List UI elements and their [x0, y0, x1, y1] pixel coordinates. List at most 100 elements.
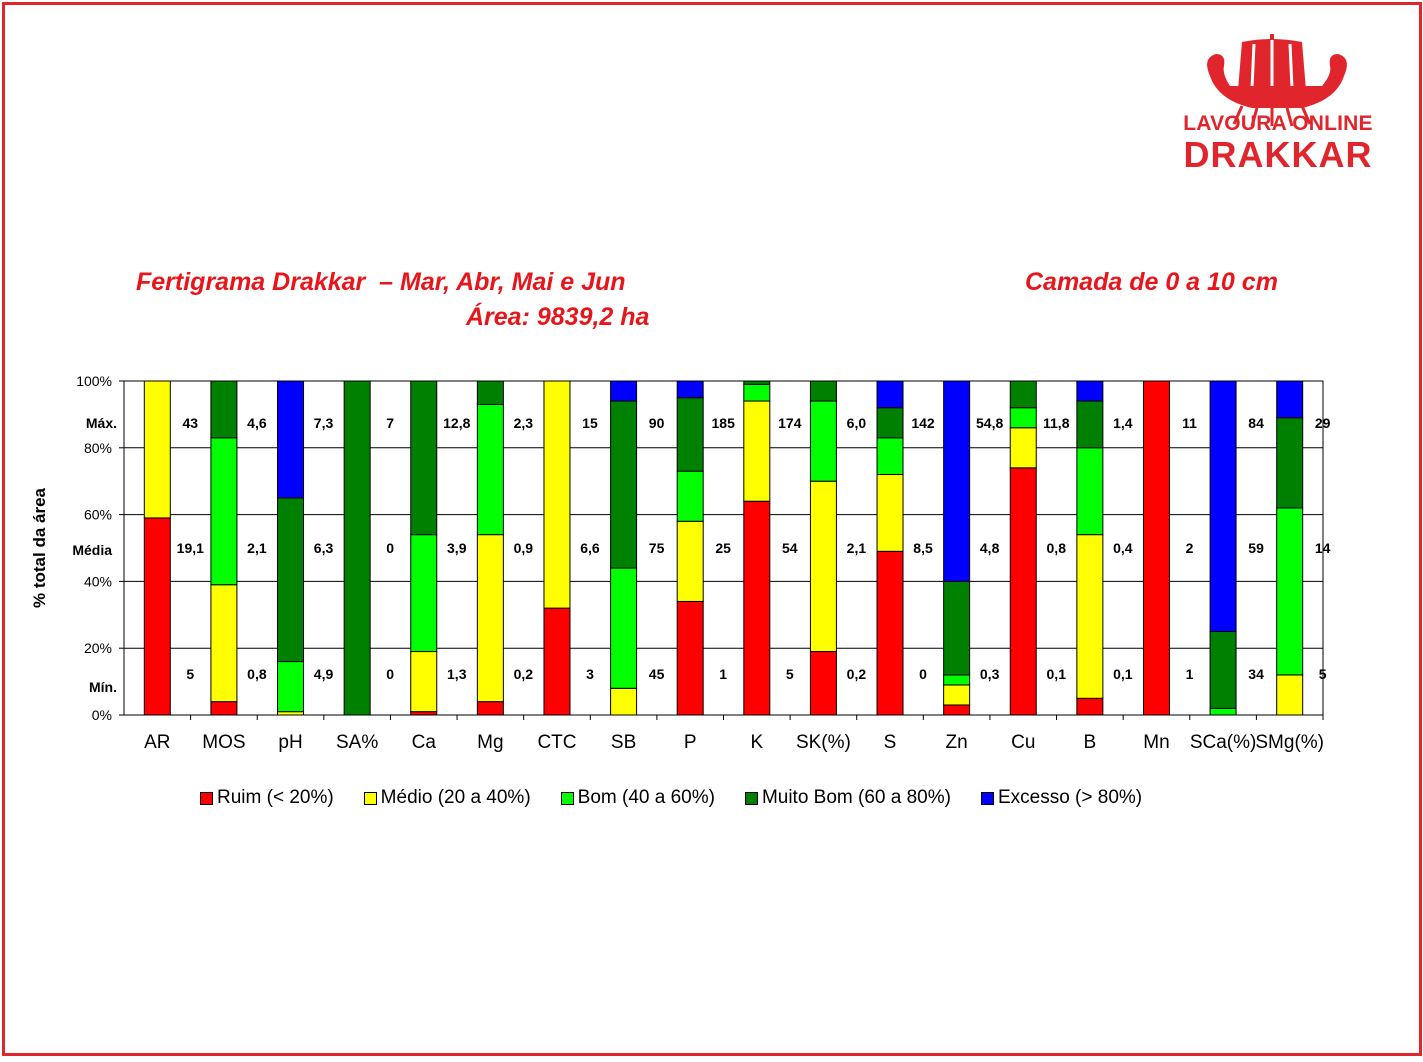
bar-segment-p-2 [676, 470, 704, 522]
bar-segment-mos-3 [210, 380, 238, 439]
min-value-label: 0,1 [1113, 666, 1133, 682]
mean-value-label: 59 [1248, 540, 1264, 556]
bar-segment-b-1 [1076, 534, 1104, 699]
max-value-label: 185 [712, 415, 736, 431]
legend-label: Médio (20 a 40%) [380, 787, 531, 808]
bar-segment-cu-1 [1009, 427, 1037, 469]
x-tick-label: S [884, 732, 897, 753]
bar-segment-sb-2 [610, 567, 638, 689]
mean-value-label: 2,1 [247, 540, 267, 556]
max-value-label: 142 [911, 415, 935, 431]
x-tick-label: SA% [336, 732, 378, 753]
mean-value-label: 3,9 [447, 540, 467, 556]
logo-text-line2: DRAKKAR [1183, 134, 1373, 175]
mean-value-label: 2,1 [847, 540, 867, 556]
mean-value-label: 0,9 [514, 540, 534, 556]
min-value-label: 4,9 [314, 666, 334, 682]
mean-value-label: 4,8 [980, 540, 1000, 556]
x-tick-label: SCa(%) [1190, 732, 1257, 753]
logo-text-line1: LAVOURA ONLINE [1183, 112, 1373, 135]
bar-segment-s-0 [876, 550, 904, 716]
mean-value-label: 0,8 [1047, 540, 1067, 556]
bar-segment-smg-3 [1276, 417, 1304, 509]
max-value-label: 11,8 [1043, 415, 1070, 431]
min-value-label: 0,2 [514, 666, 534, 682]
bar-segment-ca-2 [410, 534, 438, 653]
min-value-label: 1,3 [447, 666, 467, 682]
mean-value-label: 2 [1186, 540, 1194, 556]
bar-segment-sk-3 [809, 380, 837, 402]
bar-segment-sb-3 [610, 400, 638, 569]
max-value-label: 12,8 [443, 415, 470, 431]
bar-segment-ctc-1 [543, 380, 571, 609]
min-value-label: 3 [586, 666, 594, 682]
max-value-label: 174 [778, 415, 802, 431]
bar-segment-sa-3 [343, 380, 371, 716]
bar-segment-b-3 [1076, 400, 1104, 449]
min-value-label: 5 [186, 666, 194, 682]
bar-segment-mg-0 [476, 701, 504, 716]
bar-segment-p-3 [676, 397, 704, 472]
chart-title: Fertigrama Drakkar – Mar, Abr, Mai e Jun [136, 268, 626, 296]
bar-segment-ca-3 [410, 380, 438, 536]
bar-segment-cu-3 [1009, 380, 1037, 409]
row-label-mean: Média [72, 542, 112, 558]
x-tick-label: Zn [946, 732, 968, 753]
bar-segment-ph-4 [277, 380, 305, 499]
legend-label: Muito Bom (60 a 80%) [761, 787, 951, 808]
x-tick-label: Ca [412, 732, 437, 753]
x-tick-label: Mn [1143, 732, 1169, 753]
bar-segment-b-0 [1076, 697, 1104, 716]
bar-segment-k-3 [743, 380, 771, 385]
bar-segment-sb-4 [610, 380, 638, 402]
bar-segment-b-4 [1076, 380, 1104, 402]
min-value-label: 0,3 [980, 666, 1000, 682]
bar-segment-zn-1 [943, 684, 971, 706]
bar-segment-zn-0 [943, 704, 971, 716]
legend-item: Muito Bom (60 a 80%) [744, 787, 951, 809]
mean-value-label: 6,3 [314, 540, 334, 556]
x-tick-label: MOS [202, 732, 245, 753]
bar-segment-smg-1 [1276, 674, 1304, 716]
max-value-label: 90 [649, 415, 665, 431]
bar-segment-sk-0 [809, 651, 837, 716]
bar-segment-sb-1 [610, 687, 638, 716]
x-tick-label: Mg [477, 732, 503, 753]
y-axis-title: % total da área [30, 487, 49, 608]
bar-segment-sk-2 [809, 400, 837, 482]
chart-subtitle-area: Área: 9839,2 ha [466, 303, 650, 331]
bar-segment-k-0 [743, 500, 771, 716]
bar-segment-mg-2 [476, 403, 504, 536]
mean-value-label: 8,5 [913, 540, 933, 556]
legend-swatch [744, 791, 758, 805]
legend-swatch [200, 791, 213, 805]
min-value-label: 45 [649, 666, 665, 682]
x-tick-label: SB [611, 732, 636, 753]
max-value-label: 43 [183, 415, 199, 431]
x-tick-label: P [684, 732, 697, 753]
bar-segment-smg-2 [1276, 507, 1304, 676]
max-value-label: 84 [1248, 415, 1264, 431]
legend-swatch [363, 791, 377, 805]
legend-label: Bom (40 a 60%) [577, 787, 715, 808]
max-value-label: 15 [582, 415, 598, 431]
row-label-max: Máx. [86, 415, 117, 431]
bar-segment-mg-3 [476, 380, 504, 405]
bar-segment-ca-1 [410, 651, 438, 713]
bar-segment-smg-4 [1276, 380, 1304, 419]
max-value-label: 2,3 [514, 415, 534, 431]
min-value-label: 0,2 [847, 666, 867, 682]
y-tick-label: 20% [84, 640, 112, 656]
mean-value-label: 14 [1315, 540, 1331, 556]
bar-segment-mn-0 [1142, 380, 1170, 716]
legend-item: Excesso (> 80%) [980, 787, 1142, 809]
bar-segment-s-3 [876, 407, 904, 439]
bar-segment-zn-2 [943, 674, 971, 686]
bar-segment-ar-0 [143, 517, 171, 716]
bar-segment-k-2 [743, 383, 771, 402]
x-tick-label: SMg(%) [1255, 732, 1324, 753]
min-value-label: 0,1 [1047, 666, 1067, 682]
bar-segment-zn-3 [943, 580, 971, 676]
